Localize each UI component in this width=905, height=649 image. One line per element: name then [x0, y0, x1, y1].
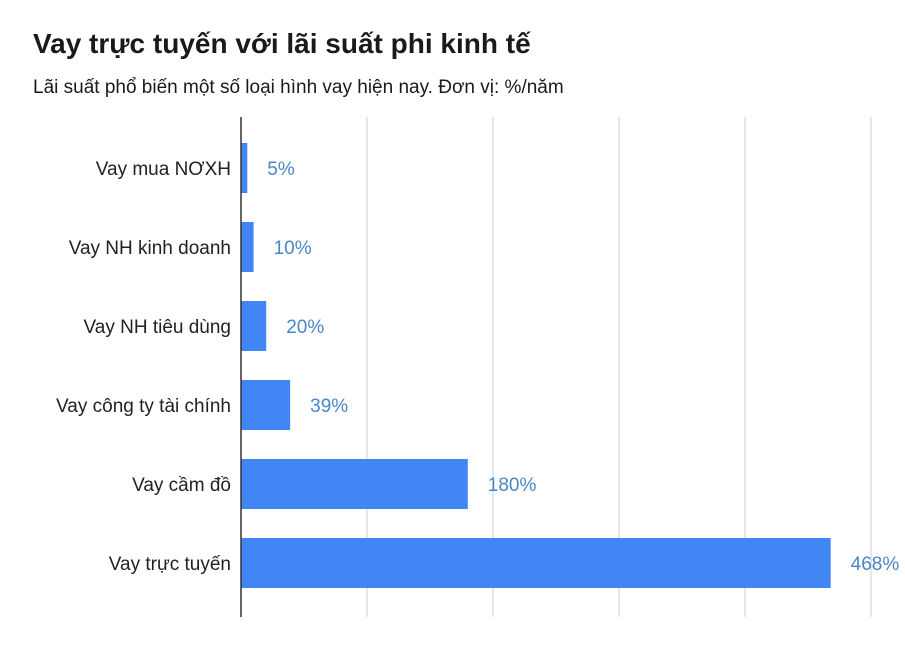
- value-label-3: 20%: [286, 317, 324, 338]
- gridlines: [366, 117, 872, 617]
- value-label-5: 180%: [488, 475, 537, 496]
- bar-1: [241, 143, 248, 193]
- category-label-2: Vay NH kinh doanh: [69, 238, 231, 259]
- labels: Vay mua NƠXH 5% Vay NH kinh doanh 10% Vay NH…: [56, 159, 899, 575]
- chart-title: Vay trực tuyến với lãi suất phi kinh tế: [33, 28, 531, 59]
- bar-6: [241, 538, 831, 588]
- category-label-3: Vay NH tiêu dùng: [83, 317, 231, 338]
- value-label-2: 10%: [274, 238, 312, 259]
- bars: [241, 143, 831, 588]
- category-label-6: Vay trực tuyến: [109, 554, 231, 575]
- chart-subtitle: Lãi suất phổ biến một số loại hình vay h…: [33, 77, 564, 98]
- value-label-6: 468%: [851, 554, 900, 575]
- bar-5: [241, 459, 468, 509]
- category-label-4: Vay công ty tài chính: [56, 396, 231, 417]
- value-label-4: 39%: [310, 396, 348, 417]
- bar-3: [241, 301, 267, 351]
- value-label-1: 5%: [267, 159, 295, 180]
- category-label-5: Vay cầm đồ: [132, 475, 231, 496]
- bar-4: [241, 380, 291, 430]
- bar-2: [241, 222, 254, 272]
- category-label-1: Vay mua NƠXH: [96, 159, 231, 180]
